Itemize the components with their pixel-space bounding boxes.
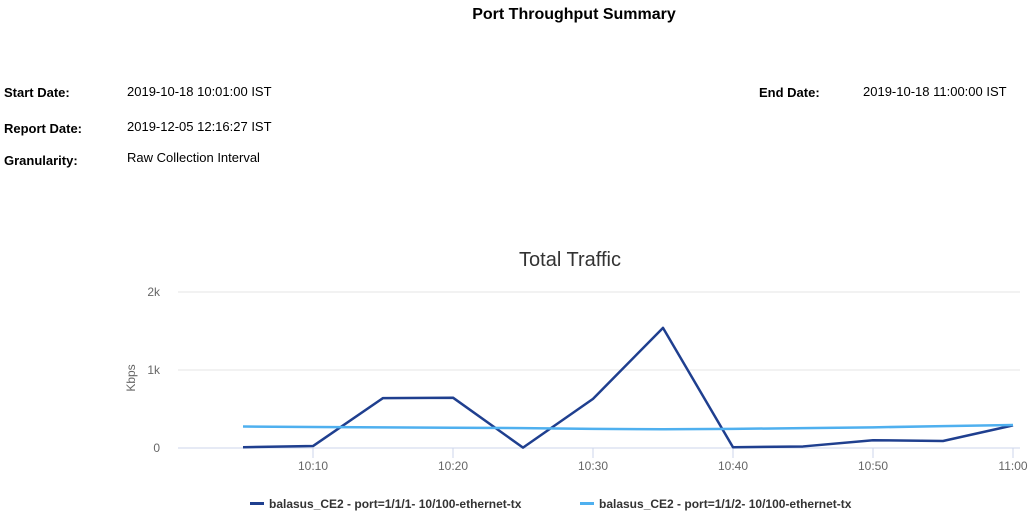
series-line — [242, 423, 1014, 431]
x-tick-label: 10:10 — [298, 459, 328, 473]
legend-swatch — [580, 502, 594, 505]
x-tick-label: 10:50 — [858, 459, 888, 473]
end-date-label: End Date: — [759, 85, 820, 100]
start-date-label: Start Date: — [4, 85, 70, 100]
y-tick-label: 1k — [147, 363, 161, 377]
x-tick-label: 10:20 — [438, 459, 468, 473]
granularity-label: Granularity: — [4, 153, 78, 168]
total-traffic-chart: Total Traffic Kbps 0 1k 2k 10:10 10:20 10:30 1… — [124, 249, 1028, 511]
end-date-value: 2019-10-18 11:00:00 IST — [863, 84, 1007, 99]
y-tick-label: 0 — [153, 441, 160, 455]
y-tick-label: 2k — [147, 285, 161, 299]
start-date-value: 2019-10-18 10:01:00 IST — [127, 84, 272, 99]
legend-swatch — [250, 502, 264, 505]
x-tick-label: 10:30 — [578, 459, 608, 473]
x-tick-label: 10:40 — [718, 459, 748, 473]
granularity-value: Raw Collection Interval — [127, 150, 260, 165]
legend-item: balasus_CE2 - port=1/1/1- 10/100-etherne… — [269, 497, 522, 511]
legend-item: balasus_CE2 - port=1/1/2- 10/100-etherne… — [599, 497, 852, 511]
series-line — [242, 326, 1014, 449]
report-title: Port Throughput Summary — [472, 6, 676, 23]
report-date-value: 2019-12-05 12:16:27 IST — [127, 119, 272, 134]
y-axis-label: Kbps — [124, 364, 138, 391]
chart-title: Total Traffic — [519, 249, 621, 271]
x-tick-label: 11:00 — [998, 459, 1027, 473]
report-date-label: Report Date: — [4, 121, 83, 136]
